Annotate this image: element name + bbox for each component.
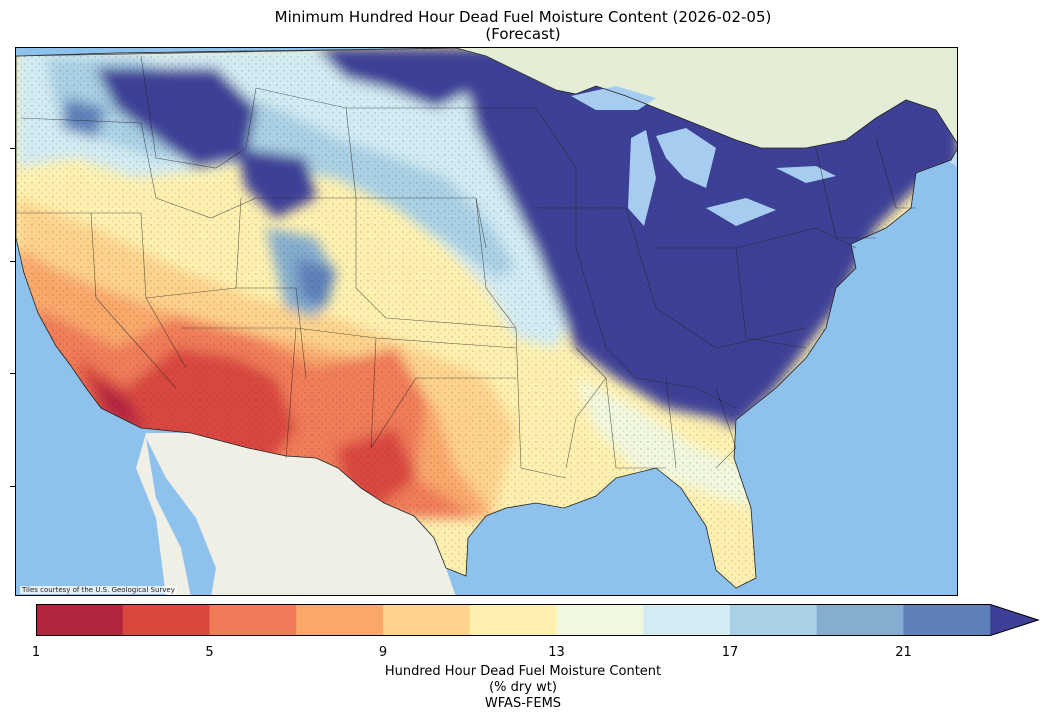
colorbar-bins xyxy=(36,604,1040,636)
colorbar-bin xyxy=(469,604,557,636)
colorbar-tick-label: 1 xyxy=(31,645,41,660)
y-axis-tick xyxy=(10,261,15,262)
fuel-moisture-map xyxy=(16,48,957,595)
great-lakes xyxy=(571,86,836,226)
map-title: Minimum Hundred Hour Dead Fuel Moisture … xyxy=(274,8,772,26)
tile-attribution: Tiles courtesy of the U.S. Geological Su… xyxy=(20,586,177,594)
colorbar-bin xyxy=(643,604,731,636)
gulf-of-california xyxy=(146,438,216,595)
colorbar-bin xyxy=(209,604,297,636)
colorbar-bin xyxy=(122,604,210,636)
colorbar-bin xyxy=(556,604,644,636)
colorbar-bin xyxy=(36,604,124,636)
colorbar-bin xyxy=(296,604,384,636)
y-axis-tick xyxy=(10,486,15,487)
colorbar-units: (% dry wt) xyxy=(489,680,557,695)
colorbar-title: Hundred Hour Dead Fuel Moisture Content xyxy=(384,664,662,679)
mexico-landmass xyxy=(136,433,456,595)
colorbar-tick-label: 17 xyxy=(721,645,739,660)
y-axis-tick xyxy=(10,148,15,149)
colorbar-outline xyxy=(36,604,1040,636)
map-panel[interactable]: Tiles courtesy of the U.S. Geological Su… xyxy=(15,47,958,596)
colorbar-tick-label: 5 xyxy=(205,645,214,660)
colorbar-bin xyxy=(816,604,904,636)
colorbar-bin xyxy=(903,604,991,636)
state-boundaries xyxy=(16,55,916,479)
canada-landmass xyxy=(456,48,957,148)
map-subtitle: (Forecast) xyxy=(485,25,561,43)
colorbar-tick-label: 13 xyxy=(548,645,565,660)
y-axis-tick xyxy=(10,373,15,374)
colorbar-bin xyxy=(383,604,471,636)
colorbar-tick-label: 21 xyxy=(895,645,912,660)
canada-border xyxy=(16,48,557,91)
colorbar-bin xyxy=(730,604,818,636)
colorbar-tick-label: 9 xyxy=(378,645,388,660)
colorbar-source: WFAS-FEMS xyxy=(484,696,562,711)
colorbar-extend-arrow xyxy=(990,604,1039,636)
colorbar xyxy=(36,604,1040,636)
